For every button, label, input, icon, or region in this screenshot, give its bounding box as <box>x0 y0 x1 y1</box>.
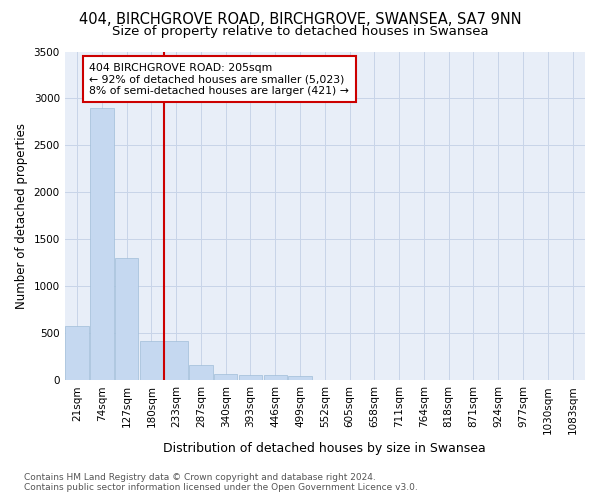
Bar <box>164 340 188 380</box>
Bar <box>288 376 312 380</box>
X-axis label: Distribution of detached houses by size in Swansea: Distribution of detached houses by size … <box>163 442 486 455</box>
Bar <box>214 374 238 380</box>
Bar <box>263 376 287 380</box>
Text: Contains HM Land Registry data © Crown copyright and database right 2024.
Contai: Contains HM Land Registry data © Crown c… <box>24 473 418 492</box>
Text: 404, BIRCHGROVE ROAD, BIRCHGROVE, SWANSEA, SA7 9NN: 404, BIRCHGROVE ROAD, BIRCHGROVE, SWANSE… <box>79 12 521 28</box>
Bar <box>239 375 262 380</box>
Text: Size of property relative to detached houses in Swansea: Size of property relative to detached ho… <box>112 25 488 38</box>
Y-axis label: Number of detached properties: Number of detached properties <box>15 123 28 309</box>
Text: 404 BIRCHGROVE ROAD: 205sqm
← 92% of detached houses are smaller (5,023)
8% of s: 404 BIRCHGROVE ROAD: 205sqm ← 92% of det… <box>89 63 349 96</box>
Bar <box>65 326 89 380</box>
Bar <box>140 340 163 380</box>
Bar <box>115 258 139 380</box>
Bar <box>189 365 213 380</box>
Bar <box>90 108 113 380</box>
